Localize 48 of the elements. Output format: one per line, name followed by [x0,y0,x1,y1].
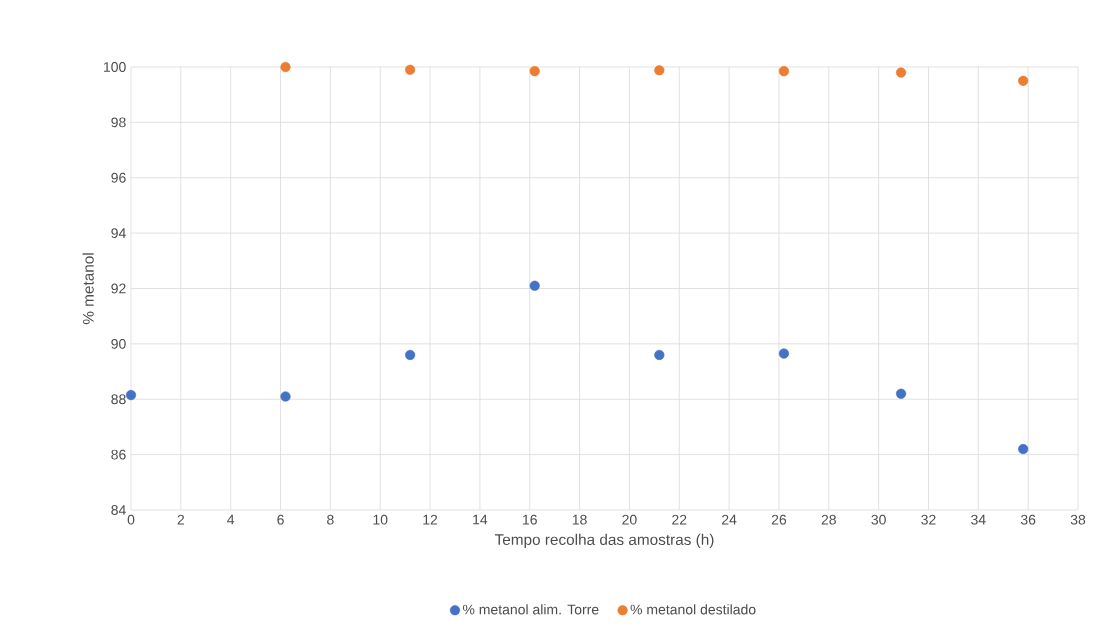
point [125,390,137,401]
y-tick-label: 92 [111,283,126,294]
point [654,349,665,360]
x-tick-label: 14 [473,514,488,525]
legend-label: % metanol alim. Torre [462,604,599,615]
y-tick-label: 90 [111,338,126,349]
legend-label: % metanol destilado [630,604,756,615]
x-tick-label: 10 [373,514,388,525]
point [529,66,540,77]
y-tick-label: 88 [111,394,126,405]
point [895,67,907,78]
x-axis-title: Tempo recolha das amostras (h) [494,533,714,549]
x-tick-label: 2 [177,514,185,525]
x-tick-label: 24 [722,514,737,525]
point [1018,444,1029,455]
x-tick-label: 22 [672,514,687,525]
y-tick-label: 96 [111,172,126,183]
x-tick-label: 34 [971,514,986,525]
y-tick-label: 84 [111,505,126,515]
y-tick-label: 98 [111,117,126,128]
x-tick-label: 32 [921,514,936,525]
point [654,65,665,76]
point [280,61,291,73]
x-tick-label: 36 [1020,514,1036,525]
x-tick-label: 28 [821,514,836,525]
point [778,348,789,359]
y-tick-label: 94 [111,228,126,239]
point [405,349,416,360]
y-axis-title: % metanol [82,253,94,325]
x-tick-label: 8 [327,514,334,525]
point [529,280,540,291]
x-tick-label: 20 [622,514,637,525]
x-tick-label: 0 [127,514,135,525]
x-tick-label: 16 [523,514,537,525]
y-tick-label: 86 [111,449,126,460]
x-tick-label: 18 [572,514,587,525]
point [895,388,907,399]
x-tick-label: 12 [423,514,438,525]
x-tick-label: 26 [771,514,787,525]
point [405,64,416,75]
x-tick-label: 38 [1070,514,1086,525]
x-tick-label: 30 [871,514,886,525]
point [1018,75,1029,86]
point [280,391,291,402]
point [778,66,789,77]
x-tick-label: 4 [227,514,235,525]
x-tick-label: 6 [277,514,284,525]
y-tick-label: 100 [104,62,126,72]
